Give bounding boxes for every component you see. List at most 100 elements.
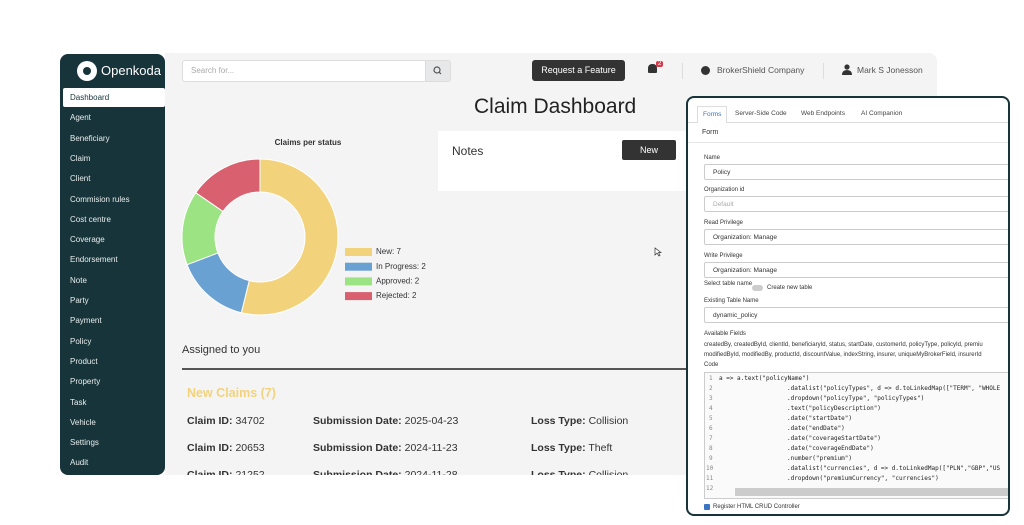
tab[interactable]: Forms: [697, 106, 728, 123]
field-label: Organization id: [704, 187, 745, 193]
user-icon: [842, 64, 852, 75]
menu-item[interactable]: Settings: [70, 438, 99, 448]
menu-item[interactable]: Dashboard: [63, 88, 165, 107]
code-line: .dropdown("policyType", "policyTypes"): [787, 395, 925, 402]
claim-field: Submission Date: 2024-11-28: [313, 469, 458, 475]
code-line: a => a.text("policyName"): [719, 375, 810, 382]
input-value: dynamic_policy: [713, 312, 758, 319]
menu-item[interactable]: Audit: [70, 458, 89, 468]
menu-item[interactable]: Agent: [70, 113, 91, 123]
feature-button[interactable]: Request a Feature: [532, 60, 625, 81]
tab-divider: [688, 122, 1008, 123]
code-line: .dropdown("premiumCurrency", "currencies…: [787, 475, 939, 482]
claim-field-label: Claim ID:: [187, 469, 233, 475]
line-number: 9: [709, 455, 713, 462]
code-line: .date("coverageStartDate"): [787, 435, 881, 442]
legend-label: Rejected: 2: [376, 291, 417, 300]
claim-field-value: 2024-11-23: [404, 442, 458, 454]
checkbox[interactable]: [704, 504, 710, 510]
menu-item[interactable]: Coverage: [70, 235, 105, 245]
search-input[interactable]: Search for...: [182, 60, 427, 82]
brand[interactable]: Openkoda: [101, 63, 161, 78]
sidebar: Openkoda Dashboard Agent Beneficiary Claim C…: [60, 54, 165, 475]
menu-item[interactable]: Property: [70, 377, 101, 387]
section-title: New Claims (7): [187, 386, 276, 400]
fields-list: modifiedById, modifiedBy, productId, dis…: [704, 352, 982, 358]
code-line: .number("premium"): [787, 455, 853, 462]
menu-item[interactable]: Commision rules: [70, 194, 130, 204]
toggle-option: Create new table: [767, 285, 813, 291]
user[interactable]: Mark S Jonesson: [857, 65, 923, 75]
search-button[interactable]: [425, 60, 451, 82]
page-title: Claim Dashboard: [474, 95, 637, 118]
claim-field: Submission Date: 2025-04-23: [313, 415, 458, 427]
pie-chart: Claims per status New: 7 In Progress: 2 Ap…: [181, 138, 426, 316]
legend-swatch: [345, 248, 372, 256]
chart-title: Claims per status: [275, 138, 342, 147]
tab[interactable]: AI Companion: [861, 110, 903, 117]
line-number: 8: [709, 445, 713, 452]
claim-field: Loss Type: Collision: [531, 469, 628, 475]
form-editor: Form Select table name Create new table …: [686, 96, 1010, 516]
field-input[interactable]: Default: [704, 196, 1008, 212]
legend-swatch: [345, 262, 372, 271]
code-line: .date("coverageEndDate"): [787, 445, 874, 452]
menu-item[interactable]: Client: [70, 174, 91, 184]
menu-item[interactable]: Product: [70, 356, 98, 366]
scrollbar[interactable]: [735, 488, 1008, 496]
legend-swatch: [345, 292, 372, 301]
claim-field-label: Claim ID:: [187, 442, 233, 454]
menu-item[interactable]: Party: [70, 296, 89, 305]
separator: [823, 63, 824, 79]
tab[interactable]: Web Endpoints: [801, 110, 845, 117]
code-line: .datalist("policyTypes", d => d.toLinked…: [787, 385, 1001, 392]
menu-item[interactable]: Payment: [70, 316, 102, 326]
claim-field: Claim ID: 20653: [187, 442, 265, 454]
menu-item[interactable]: Endorsement: [70, 255, 118, 265]
notification-badge: 2: [656, 61, 664, 67]
claim-field: Loss Type: Collision: [531, 415, 628, 427]
line-number: 5: [709, 415, 713, 422]
line-number: 6: [709, 425, 713, 432]
menu-item[interactable]: Task: [70, 397, 87, 407]
line-number: 10: [706, 465, 714, 472]
input-placeholder: Default: [713, 201, 734, 208]
field-input[interactable]: Policy: [704, 164, 1008, 180]
pie-slice: [195, 158, 261, 213]
menu-item[interactable]: Note: [70, 275, 87, 285]
menu-item[interactable]: Beneficiary: [70, 133, 110, 143]
toggle[interactable]: [752, 285, 763, 291]
claim-field: Claim ID: 34702: [187, 415, 265, 427]
menu-item[interactable]: Vehicle: [70, 417, 96, 427]
claim-field-value: Collision: [588, 415, 629, 427]
checkbox-label: Register HTML CRUD Controller: [713, 504, 800, 510]
code-line: .datalist("currencies", d => d.toLinkedM…: [787, 465, 1001, 472]
field-label: Name: [704, 155, 721, 161]
claim-field-label: Loss Type:: [531, 442, 586, 454]
field-input[interactable]: Organization: Manage: [704, 262, 1008, 278]
code-editor[interactable]: 1 a => a.text("policyName") 2 .datalist("po…: [704, 372, 1008, 499]
bell-icon[interactable]: [648, 64, 657, 73]
fields-label: Available Fields: [704, 331, 746, 337]
legend-label: New: 7: [376, 247, 401, 256]
claim-field-label: Submission Date:: [313, 415, 402, 427]
menu-item[interactable]: Claim: [70, 153, 91, 163]
menu-item[interactable]: Cost centre: [70, 214, 111, 224]
new-note-button[interactable]: New: [622, 140, 676, 160]
assigned-title: Assigned to you: [182, 344, 261, 356]
code-line: .date("startDate"): [787, 415, 853, 422]
tab[interactable]: Server-Side Code: [735, 110, 787, 117]
brand-logo: [77, 61, 97, 81]
table-input[interactable]: dynamic_policy: [704, 307, 1008, 323]
pie-slice: [240, 158, 339, 316]
claim-field-value: 34702: [235, 415, 265, 427]
menu-item[interactable]: Policy: [70, 336, 92, 346]
field-input[interactable]: Organization: Manage: [704, 229, 1008, 245]
line-number: 1: [709, 375, 713, 382]
pie-slice: [186, 252, 250, 314]
notes-panel: Notes New: [438, 131, 698, 191]
legend-label: In Progress: 2: [376, 262, 426, 271]
search-icon: [433, 66, 442, 75]
company[interactable]: BrokerShield Company: [717, 65, 805, 75]
notes-title: Notes: [452, 144, 484, 158]
